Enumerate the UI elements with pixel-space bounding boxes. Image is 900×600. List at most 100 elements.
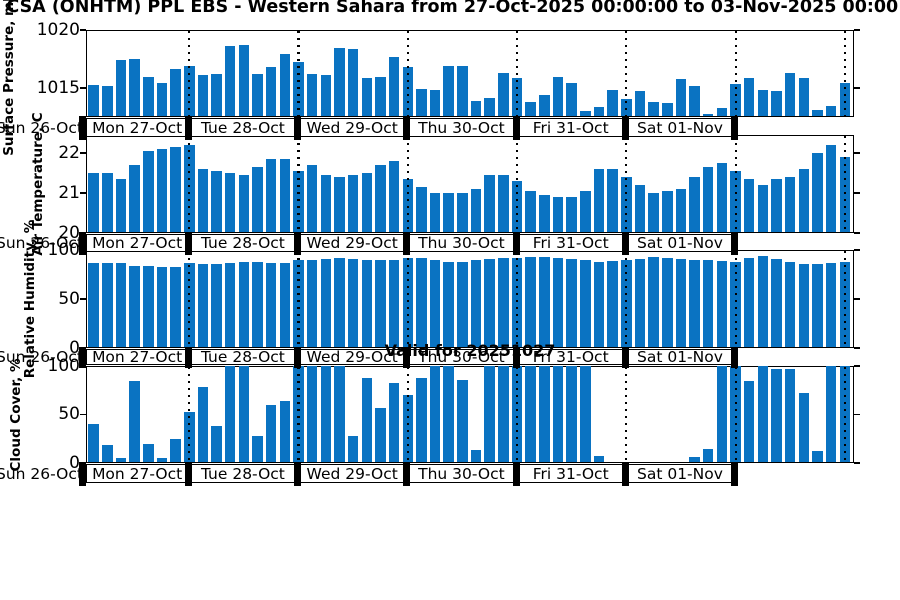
day-separator-bar <box>512 231 520 255</box>
day-label-box: Fri 31-Oct <box>516 234 626 252</box>
air-temperature-bar <box>798 168 810 232</box>
cloud-cover-bar <box>334 366 345 462</box>
day-label-box: Mon 27-Oct <box>86 464 189 483</box>
surface-pressure-bar <box>156 82 168 116</box>
day-label-row: Sun 26-Oct Mon 27-Oct Tue 28-Oct Wed 29-Oct… <box>0 461 900 486</box>
air-temperature-bar <box>784 176 796 232</box>
day-label-box: Mon 27-Oct <box>86 234 189 252</box>
surface-pressure-bar <box>566 82 577 116</box>
day-boundary-dotted-line <box>625 251 628 347</box>
surface-pressure-bar <box>334 47 345 116</box>
day-separator-bar <box>512 461 520 486</box>
relative-humidity-bar <box>743 258 755 347</box>
day-boundary-dotted-line <box>843 136 846 232</box>
day-boundary-dotted-line <box>843 251 846 347</box>
day-boundary-dotted-line <box>297 367 300 462</box>
surface-pressure-bar <box>265 66 277 116</box>
cloud-cover-bar <box>798 393 810 462</box>
cloud-cover-bar <box>115 458 127 462</box>
cloud-cover-bar <box>211 425 222 462</box>
relative-humidity-bar <box>279 262 291 347</box>
right-tick-mark <box>854 152 860 154</box>
air-temperature-bar <box>757 184 769 232</box>
day-separator-bar <box>621 115 629 140</box>
surface-pressure-bar <box>170 69 181 116</box>
day-label-sun-26-oct: Sun 26-Oct <box>0 348 83 366</box>
right-tick-mark <box>854 413 860 416</box>
surface-pressure-plot <box>86 30 854 117</box>
day-separator-bar <box>731 346 739 368</box>
day-label-sun-26-oct: Sun 26-Oct <box>0 118 83 137</box>
day-label-box: Tue 28-Oct <box>188 349 298 365</box>
surface-pressure-bar <box>224 46 236 116</box>
day-label-box: Sat 01-Nov <box>625 464 735 483</box>
air-temperature-bar <box>743 178 755 232</box>
relative-humidity-bar <box>812 263 823 347</box>
relative-humidity-bar <box>498 258 509 347</box>
day-separator-bar <box>294 231 302 255</box>
day-boundary-dotted-line <box>515 136 519 232</box>
day-label-box: Wed 29-Oct <box>297 464 407 483</box>
relative-humidity-bar <box>143 265 154 347</box>
day-label-box: Sat 01-Nov <box>625 234 735 252</box>
cloud-cover-bar <box>143 443 154 462</box>
cloud-cover-bar <box>361 377 373 462</box>
air-temperature-bar <box>88 172 99 232</box>
day-boundary-dotted-line <box>297 136 300 232</box>
air-temperature-bar <box>552 196 564 232</box>
relative-humidity-bar <box>457 262 468 347</box>
cloud-cover-bar <box>470 449 482 462</box>
relative-humidity-bar <box>429 260 441 347</box>
air-temperature-bar <box>211 170 222 232</box>
day-label-box: Thu 30-Oct <box>406 349 517 365</box>
air-temperature-bar <box>470 188 482 232</box>
right-tick-mark <box>854 462 860 464</box>
air-temperature-bar <box>306 164 318 232</box>
day-label-sun-26-oct: Sun 26-Oct <box>0 234 83 252</box>
cloud-cover-bar <box>757 366 769 462</box>
day-boundary-dotted-line <box>625 31 628 116</box>
surface-pressure-bar <box>757 89 769 116</box>
day-boundary-dotted-line <box>406 367 409 462</box>
relative-humidity-bar <box>566 259 577 347</box>
air-temperature-bar <box>525 190 536 232</box>
day-separator-bar <box>79 346 86 368</box>
day-label-box: Thu 30-Oct <box>406 118 517 137</box>
cloud-cover-bar <box>224 366 236 462</box>
cloud-cover-bar <box>498 366 509 462</box>
surface-pressure-bar <box>825 105 837 116</box>
relative-humidity-bar <box>156 266 168 347</box>
left-tick-mark <box>80 413 86 416</box>
day-separator-bar <box>294 115 302 140</box>
relative-humidity-bar <box>211 263 222 347</box>
relative-humidity-bar <box>129 265 140 347</box>
air-temperature-bar <box>129 164 140 232</box>
surface-pressure-bar <box>784 72 796 116</box>
surface-pressure-bar <box>552 77 564 116</box>
relative-humidity-bar <box>238 262 250 347</box>
right-tick-mark <box>854 192 860 194</box>
relative-humidity-bar <box>634 259 646 347</box>
surface-pressure-bar <box>675 79 687 116</box>
day-separator-bar <box>403 115 411 140</box>
surface-pressure-bar <box>443 65 454 116</box>
cloud-cover-ytick-label: 100 <box>47 355 80 376</box>
surface-pressure-bar <box>593 106 605 116</box>
surface-pressure-bar <box>662 103 673 116</box>
cloud-cover-bar <box>716 366 728 462</box>
cloud-cover-bar <box>743 380 755 462</box>
day-separator-bar <box>621 231 629 255</box>
cloud-cover-bar <box>539 366 550 462</box>
air-temperature-bar <box>771 178 782 232</box>
day-boundary-dotted-line <box>515 367 519 462</box>
relative-humidity-bar <box>388 260 400 347</box>
surface-pressure-bar <box>129 58 140 116</box>
left-tick-mark <box>80 29 86 31</box>
day-separator-bar <box>512 346 520 368</box>
surface-pressure-bar <box>702 113 714 116</box>
cloud-cover-bar <box>129 380 140 462</box>
valid-for-label: Valid for 20251027 <box>384 341 556 360</box>
air-temperature-bar <box>702 166 714 232</box>
surface-pressure-bar <box>648 102 659 116</box>
air-temperature-bar <box>388 161 400 232</box>
